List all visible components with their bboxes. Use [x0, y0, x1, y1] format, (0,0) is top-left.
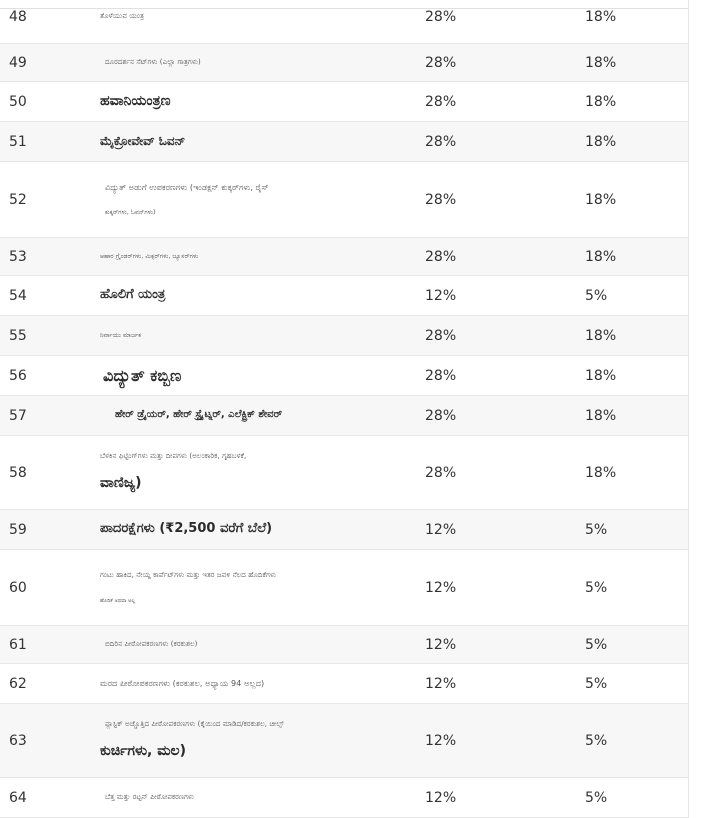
item-name-line-2: ಹೊದಿಕೆ ಅಥವಾ ಅಲ್ಲ	[100, 597, 136, 604]
item-name: ನಿರ್ವಾಯು ಮಾರ್ಜಕ	[100, 331, 142, 339]
row-number: 63	[9, 732, 27, 749]
new-gst-rate: 18%	[585, 133, 617, 150]
old-gst-rate: 28%	[425, 191, 457, 208]
table-row: 60 ಗಂಟು ಹಾಕಿದ, ನೇಯ್ದ ಕಾರ್ಪೆಟ್‌ಗಳು ಮತ್ತು …	[0, 550, 688, 626]
old-gst-rate: 28%	[425, 327, 457, 344]
table-row: 58 ಬೆಳಕಿನ ಫಿಟ್ಟಿಂಗ್‌ಗಳು ಮತ್ತು ದೀಪಗಳು (ಅಲ…	[0, 436, 688, 510]
table-row: 61 ಬಿದಿರಿನ ಪೀಠೋಪಕರಣಗಳು (ಕರಕುಶಲ) 12% 5%	[0, 626, 688, 664]
table-row: 59 ಪಾದರಕ್ಷೆಗಳು (₹2,500 ವರೆಗೆ ಬೆಲೆ) 12% 5…	[0, 510, 688, 550]
item-name-line-1: ಗಂಟು ಹಾಕಿದ, ನೇಯ್ದ ಕಾರ್ಪೆಟ್‌ಗಳು ಮತ್ತು ಇತರ…	[100, 571, 277, 579]
new-gst-rate: 18%	[585, 407, 617, 424]
old-gst-rate: 28%	[425, 133, 457, 150]
item-name: ತೊಳೆಯುವ ಯಂತ್ರ	[100, 12, 145, 21]
item-name: ದೂರದರ್ಶನ ಸೆಟ್‌ಗಳು (ಎಲ್ಲಾ ಗಾತ್ರಗಳು)	[105, 58, 201, 67]
old-gst-rate: 28%	[425, 367, 457, 384]
table-row: 50 ಹವಾನಿಯಂತ್ರಣ 28% 18%	[0, 82, 688, 122]
item-name: ಮೈಕ್ರೋವೇವ್ ಓವನ್	[100, 134, 186, 148]
table-row: 57 ಹೇರ್ ಡ್ರೈಯರ್, ಹೇರ್ ಸ್ಟ್ರೈಟ್ನರ್, ಎಲೆಕ್…	[0, 396, 688, 436]
old-gst-rate: 28%	[425, 464, 457, 481]
table-row: 52 ವಿದ್ಯುತ್ ಅಡುಗೆ ಉಪಕರಣಗಳು (ಇಂಡಕ್ಷನ್ ಕುಕ…	[0, 162, 688, 238]
row-number: 59	[9, 521, 27, 538]
item-name-line-1: ವಿದ್ಯುತ್ ಅಡುಗೆ ಉಪಕರಣಗಳು (ಇಂಡಕ್ಷನ್ ಕುಕ್ಕರ…	[105, 182, 269, 192]
row-number: 54	[9, 287, 27, 304]
item-name: ಬಿದಿರಿನ ಪೀಠೋಪಕರಣಗಳು (ಕರಕುಶಲ)	[105, 640, 198, 649]
item-name-line-2: ಕುಕ್ಕರ್‌ಗಳು, ಓವನ್‌ಗಳು)	[105, 208, 156, 216]
item-name: ಹವಾನಿಯಂತ್ರಣ	[100, 92, 171, 109]
new-gst-rate: 18%	[585, 54, 617, 71]
row-number: 61	[9, 636, 27, 653]
old-gst-rate: 12%	[425, 287, 457, 304]
row-number: 50	[9, 93, 27, 110]
item-name: ಆಹಾರ ಗ್ರೈಂಡರ್‌ಗಳು, ಮಿಕ್ಸರ್‌ಗಳು, ಜ್ಯೂಸರ್‌…	[100, 252, 199, 260]
item-name: ಮರದ ಪೀಠೋಪಕರಣಗಳು (ಕರಕುಶಲ, ಅಧ್ಯಾಯ 94 ಅಲ್ಲದ…	[100, 678, 265, 688]
table-row: 56 ವಿದ್ಯುತ್ ಕಬ್ಬಿಣ 28% 18%	[0, 356, 688, 396]
old-gst-rate: 28%	[425, 8, 457, 25]
table-row: 48 ತೊಳೆಯುವ ಯಂತ್ರ 28% 18%	[0, 0, 688, 44]
table-row: 55 ನಿರ್ವಾಯು ಮಾರ್ಜಕ 28% 18%	[0, 316, 688, 356]
row-number: 52	[9, 191, 27, 208]
new-gst-rate: 18%	[585, 191, 617, 208]
table-row: 51 ಮೈಕ್ರೋವೇವ್ ಓವನ್ 28% 18%	[0, 122, 688, 162]
item-name-line-1: ಬೆಳಕಿನ ಫಿಟ್ಟಿಂಗ್‌ಗಳು ಮತ್ತು ದೀಪಗಳು (ಅಲಂಕಾ…	[100, 452, 247, 461]
new-gst-rate: 5%	[585, 521, 608, 538]
item-name-line-1: ಪ್ಲಾಸ್ಟಿಕ್ ಅಚ್ಚೊತ್ತಿದ ಪೀಠೋಪಕರಣಗಳು (ಕೈಯಿಂ…	[105, 720, 284, 729]
new-gst-rate: 18%	[585, 367, 617, 384]
table-row: 63 ಪ್ಲಾಸ್ಟಿಕ್ ಅಚ್ಚೊತ್ತಿದ ಪೀಠೋಪಕರಣಗಳು (ಕೈ…	[0, 704, 688, 778]
new-gst-rate: 18%	[585, 8, 617, 25]
old-gst-rate: 12%	[425, 521, 457, 538]
old-gst-rate: 28%	[425, 93, 457, 110]
table-row: 62 ಮರದ ಪೀಠೋಪಕರಣಗಳು (ಕರಕುಶಲ, ಅಧ್ಯಾಯ 94 ಅಲ…	[0, 664, 688, 704]
new-gst-rate: 5%	[585, 636, 608, 653]
table-row: 49 ದೂರದರ್ಶನ ಸೆಟ್‌ಗಳು (ಎಲ್ಲಾ ಗಾತ್ರಗಳು) 28…	[0, 44, 688, 82]
old-gst-rate: 28%	[425, 248, 457, 265]
item-name-line-2: ಕುರ್ಚಿಗಳು, ಮಲ)	[100, 743, 187, 760]
item-name-line-2: ವಾಣಿಜ್ಯ)	[100, 475, 142, 492]
item-name: ಹೇರ್ ಡ್ರೈಯರ್, ಹೇರ್ ಸ್ಟ್ರೈಟ್ನರ್, ಎಲೆಕ್ಟ್ರ…	[115, 409, 283, 421]
item-name: ಪಾದರಕ್ಷೆಗಳು (₹2,500 ವರೆಗೆ ಬೆಲೆ)	[100, 521, 273, 537]
row-number: 62	[9, 675, 27, 692]
row-number: 55	[9, 327, 27, 344]
row-number: 49	[9, 54, 27, 71]
old-gst-rate: 12%	[425, 732, 457, 749]
row-number: 58	[9, 464, 27, 481]
new-gst-rate: 5%	[585, 287, 608, 304]
table-row: 53 ಆಹಾರ ಗ್ರೈಂಡರ್‌ಗಳು, ಮಿಕ್ಸರ್‌ಗಳು, ಜ್ಯೂಸ…	[0, 238, 688, 276]
new-gst-rate: 18%	[585, 93, 617, 110]
new-gst-rate: 18%	[585, 248, 617, 265]
row-number: 56	[9, 367, 27, 384]
row-number: 48	[9, 8, 27, 25]
row-number: 51	[9, 133, 27, 150]
old-gst-rate: 28%	[425, 54, 457, 71]
row-number: 57	[9, 407, 27, 424]
new-gst-rate: 5%	[585, 732, 608, 749]
table-top-border	[0, 8, 688, 9]
new-gst-rate: 5%	[585, 579, 608, 596]
item-name: ವಿದ್ಯುತ್ ಕಬ್ಬಿಣ	[103, 365, 182, 385]
item-name: ಹೊಲಿಗೆ ಯಂತ್ರ	[100, 287, 166, 303]
item-name: ಬೆತ್ತ ಮತ್ತು ರಟ್ಟನ್ ಪೀಠೋಪಕರಣಗಳು	[105, 793, 195, 802]
new-gst-rate: 18%	[585, 327, 617, 344]
row-number: 60	[9, 579, 27, 596]
old-gst-rate: 12%	[425, 675, 457, 692]
table-row: 64 ಬೆತ್ತ ಮತ್ತು ರಟ್ಟನ್ ಪೀಠೋಪಕರಣಗಳು 12% 5%	[0, 778, 688, 818]
row-number: 53	[9, 248, 27, 265]
old-gst-rate: 12%	[425, 636, 457, 653]
new-gst-rate: 18%	[585, 464, 617, 481]
old-gst-rate: 28%	[425, 407, 457, 424]
old-gst-rate: 12%	[425, 579, 457, 596]
new-gst-rate: 5%	[585, 675, 608, 692]
table-row: 54 ಹೊಲಿಗೆ ಯಂತ್ರ 12% 5%	[0, 276, 688, 316]
